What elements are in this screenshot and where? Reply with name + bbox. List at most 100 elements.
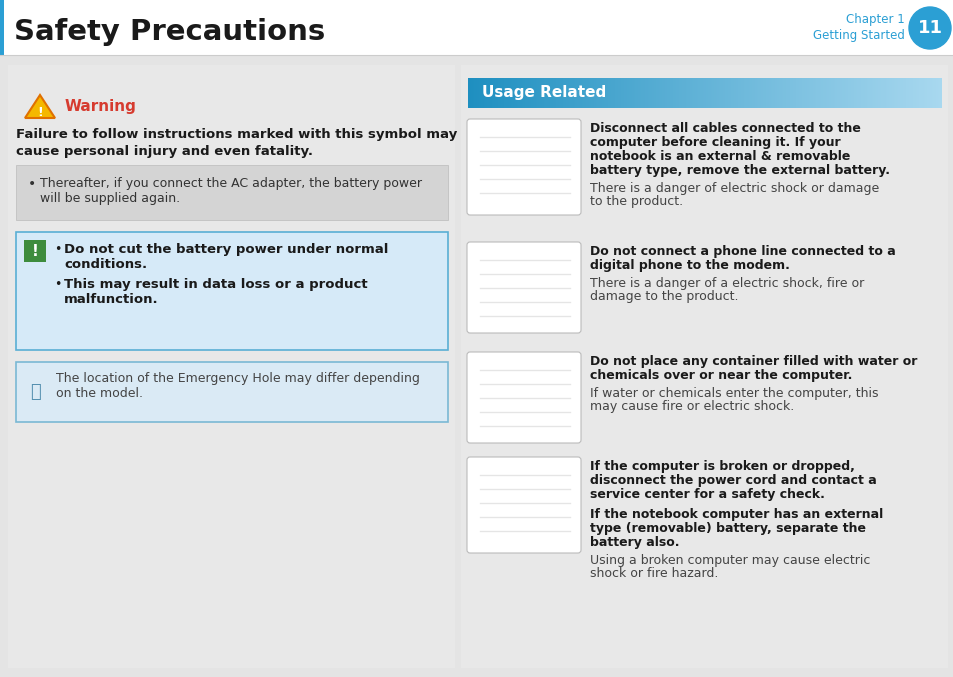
Bar	[907, 78, 909, 108]
Bar	[737, 78, 739, 108]
Text: Failure to follow instructions marked with this symbol may: Failure to follow instructions marked wi…	[16, 128, 456, 141]
Bar	[713, 78, 716, 108]
Bar	[813, 78, 815, 108]
Bar	[696, 78, 698, 108]
Bar	[677, 78, 679, 108]
Bar	[24, 240, 46, 262]
Bar	[642, 78, 644, 108]
Bar	[626, 78, 629, 108]
Bar	[650, 78, 652, 108]
Bar	[910, 78, 912, 108]
Bar	[659, 78, 661, 108]
Bar	[644, 78, 646, 108]
Bar	[871, 78, 873, 108]
Bar	[841, 78, 842, 108]
Bar	[614, 78, 616, 108]
Bar	[759, 78, 760, 108]
Bar	[930, 78, 933, 108]
Bar	[599, 78, 602, 108]
Bar	[598, 78, 600, 108]
Bar	[765, 78, 767, 108]
Bar	[558, 78, 559, 108]
Bar	[590, 78, 593, 108]
FancyBboxPatch shape	[467, 242, 580, 333]
Bar	[862, 78, 865, 108]
Bar	[775, 78, 777, 108]
Bar	[493, 78, 495, 108]
Bar	[517, 78, 518, 108]
Bar	[753, 78, 755, 108]
Bar	[799, 78, 801, 108]
Bar	[780, 78, 781, 108]
Bar	[536, 78, 537, 108]
Bar	[821, 78, 822, 108]
Bar	[499, 78, 501, 108]
Bar	[562, 78, 564, 108]
Bar	[726, 78, 728, 108]
Bar	[792, 78, 794, 108]
Bar	[920, 78, 922, 108]
Bar	[743, 78, 745, 108]
Bar	[639, 78, 641, 108]
Bar	[524, 78, 526, 108]
Text: malfunction.: malfunction.	[64, 293, 158, 306]
Bar	[881, 78, 882, 108]
Bar	[760, 78, 762, 108]
Bar	[860, 78, 862, 108]
Bar	[527, 78, 530, 108]
Bar	[548, 78, 550, 108]
Bar	[578, 78, 579, 108]
Bar	[631, 78, 634, 108]
Text: !: !	[37, 106, 43, 118]
Text: Thereafter, if you connect the AC adapter, the battery power: Thereafter, if you connect the AC adapte…	[40, 177, 421, 190]
Bar	[676, 78, 678, 108]
Bar	[908, 78, 910, 108]
Bar	[679, 78, 680, 108]
Bar	[778, 78, 780, 108]
Bar	[509, 78, 511, 108]
Bar	[937, 78, 939, 108]
Bar	[515, 78, 517, 108]
Bar	[703, 78, 706, 108]
Bar	[823, 78, 825, 108]
Bar	[16, 362, 448, 422]
Bar	[16, 232, 448, 350]
Text: service center for a safety check.: service center for a safety check.	[589, 488, 824, 501]
Bar	[806, 78, 808, 108]
Bar	[483, 78, 485, 108]
Bar	[830, 78, 832, 108]
Bar	[8, 65, 455, 668]
Bar	[554, 78, 557, 108]
Bar	[850, 78, 852, 108]
Bar	[869, 78, 871, 108]
Bar	[534, 78, 536, 108]
Bar	[740, 78, 742, 108]
Bar	[929, 78, 931, 108]
Bar	[698, 78, 700, 108]
Bar	[504, 78, 506, 108]
Bar	[476, 78, 477, 108]
Text: may cause fire or electric shock.: may cause fire or electric shock.	[589, 400, 794, 413]
Bar	[603, 78, 605, 108]
Bar	[782, 78, 784, 108]
Bar	[893, 78, 895, 108]
Bar	[888, 78, 890, 108]
Bar	[529, 78, 531, 108]
Bar	[739, 78, 740, 108]
Bar	[840, 78, 841, 108]
Bar	[604, 78, 607, 108]
Text: conditions.: conditions.	[64, 258, 147, 271]
Bar	[471, 78, 473, 108]
Text: There is a danger of electric shock or damage: There is a danger of electric shock or d…	[589, 182, 879, 195]
Bar	[611, 78, 613, 108]
Bar	[522, 78, 525, 108]
Bar	[717, 78, 719, 108]
Bar	[853, 78, 856, 108]
Bar	[707, 78, 709, 108]
Bar	[808, 78, 810, 108]
Bar	[563, 78, 566, 108]
Bar	[495, 78, 497, 108]
Bar	[883, 78, 885, 108]
Bar	[558, 78, 561, 108]
Bar	[691, 78, 693, 108]
